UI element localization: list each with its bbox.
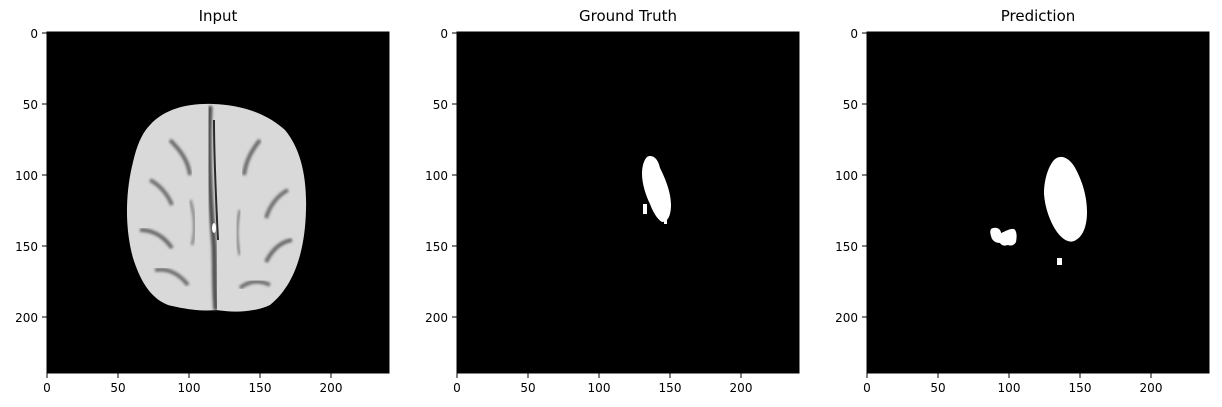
axes-frame (46, 31, 390, 374)
image-background (457, 32, 799, 373)
x-tick-label: 0 (43, 381, 51, 395)
y-axis: 0 50 100 150 200 (835, 27, 867, 325)
panel-input: Input (0, 0, 400, 407)
x-axis: 0 50 100 150 200 (43, 373, 342, 395)
prediction-image-axes: 0 50 100 150 200 0 50 100 150 200 (835, 27, 1210, 395)
x-tick-label: 150 (659, 381, 682, 395)
x-tick-label: 100 (178, 381, 201, 395)
y-tick-label: 100 (15, 169, 38, 183)
x-tick-label: 100 (998, 381, 1021, 395)
x-axis: 0 50 100 150 200 (453, 373, 752, 395)
y-tick-label: 150 (425, 240, 448, 254)
axes-frame (866, 31, 1210, 374)
y-tick-label: 50 (23, 98, 38, 112)
image-background (867, 32, 1209, 373)
panel-prediction: Prediction 0 50 100 150 200 0 (820, 0, 1220, 407)
panel-title: Input (198, 7, 238, 25)
x-tick-label: 50 (110, 381, 125, 395)
y-tick-label: 150 (15, 240, 38, 254)
x-tick-label: 0 (863, 381, 871, 395)
x-tick-label: 50 (930, 381, 945, 395)
input-image-axes: 0 50 100 150 200 0 50 100 150 200 (15, 27, 390, 395)
x-tick-label: 100 (588, 381, 611, 395)
lesion-mask (642, 156, 671, 224)
x-tick-label: 200 (1140, 381, 1163, 395)
x-axis: 0 50 100 150 200 (863, 373, 1162, 395)
y-tick-label: 50 (433, 98, 448, 112)
panel-title: Ground Truth (579, 7, 677, 25)
y-tick-label: 150 (835, 240, 858, 254)
y-tick-label: 100 (835, 169, 858, 183)
x-tick-label: 50 (520, 381, 535, 395)
axes-frame (456, 31, 800, 374)
x-tick-label: 0 (453, 381, 461, 395)
panel-ground-truth: Ground Truth 0 50 100 150 200 0 (410, 0, 810, 407)
y-tick-label: 50 (843, 98, 858, 112)
ground-truth-image-axes: 0 50 100 150 200 0 50 100 150 200 (425, 27, 800, 395)
y-tick-label: 200 (835, 311, 858, 325)
x-tick-label: 200 (320, 381, 343, 395)
brain-slice (126, 103, 307, 312)
y-tick-label: 0 (440, 27, 448, 41)
y-tick-label: 0 (30, 27, 38, 41)
y-tick-label: 200 (15, 311, 38, 325)
y-tick-label: 100 (425, 169, 448, 183)
y-tick-label: 200 (425, 311, 448, 325)
x-tick-label: 200 (730, 381, 753, 395)
panel-title: Prediction (1000, 7, 1076, 25)
x-tick-label: 150 (249, 381, 272, 395)
y-axis: 0 50 100 150 200 (15, 27, 47, 325)
x-tick-label: 150 (1069, 381, 1092, 395)
y-axis: 0 50 100 150 200 (425, 27, 457, 325)
y-tick-label: 0 (850, 27, 858, 41)
prediction-mask (990, 156, 1087, 265)
